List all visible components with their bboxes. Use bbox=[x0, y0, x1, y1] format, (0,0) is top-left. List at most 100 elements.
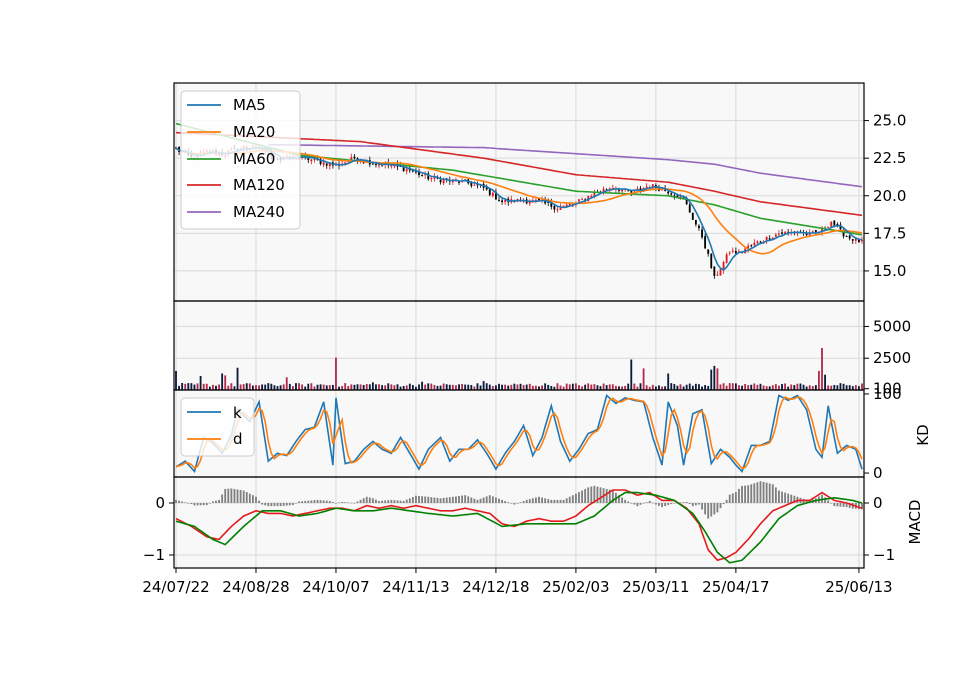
candle-body bbox=[756, 241, 759, 243]
volume-bar bbox=[390, 384, 393, 390]
macd-histogram-bar bbox=[682, 502, 685, 503]
volume-bar bbox=[433, 384, 436, 390]
candle-body bbox=[578, 199, 580, 202]
macd-histogram-bar bbox=[248, 493, 251, 503]
volume-bar bbox=[301, 384, 304, 390]
volume-bar bbox=[658, 385, 660, 390]
volume-bar bbox=[245, 383, 248, 390]
candle-body bbox=[522, 200, 525, 202]
candle-body bbox=[602, 188, 605, 193]
macd-histogram-bar bbox=[310, 500, 313, 503]
macd-left-ytick-label: −1 bbox=[143, 546, 165, 564]
macd-histogram-bar bbox=[298, 501, 300, 503]
candle-body bbox=[501, 200, 504, 203]
volume-bars bbox=[175, 348, 863, 390]
volume-bar bbox=[648, 386, 651, 390]
volume-bar bbox=[602, 383, 605, 390]
candle-body bbox=[848, 235, 851, 239]
macd-histogram-bar bbox=[722, 503, 725, 505]
candle-body bbox=[473, 184, 476, 186]
volume-bar bbox=[624, 385, 627, 390]
candle-body bbox=[725, 254, 728, 263]
volume-bar bbox=[559, 385, 562, 390]
macd-histogram-bar bbox=[747, 485, 750, 503]
volume-bar bbox=[719, 384, 722, 390]
volume-bar bbox=[258, 385, 260, 390]
candle-body bbox=[439, 180, 442, 183]
volume-bar bbox=[639, 383, 642, 390]
macd-histogram-bar bbox=[258, 500, 260, 503]
macd-histogram-bar bbox=[199, 503, 202, 506]
volume-bar bbox=[344, 383, 347, 390]
volume-bar bbox=[765, 386, 768, 390]
volume-bar bbox=[525, 384, 528, 390]
volume-bar bbox=[845, 385, 848, 390]
candle-body bbox=[851, 239, 854, 241]
macd-histogram-bar bbox=[833, 503, 836, 507]
macd-histogram-bar bbox=[698, 503, 700, 505]
candle-body bbox=[562, 205, 565, 207]
macd-histogram-bar bbox=[251, 495, 254, 503]
volume-bar bbox=[664, 386, 667, 390]
volume-bar bbox=[430, 383, 433, 390]
macd-histogram-bar bbox=[581, 490, 583, 503]
volume-bar bbox=[307, 383, 310, 390]
volume-bar bbox=[378, 384, 380, 390]
volume-bar bbox=[538, 386, 540, 390]
macd-histogram-bar bbox=[264, 503, 267, 506]
candle-body bbox=[642, 187, 645, 190]
volume-bar bbox=[458, 384, 460, 390]
price-ytick-label: 25.0 bbox=[873, 112, 906, 130]
macd-histogram-bar bbox=[673, 503, 676, 504]
macd-histogram-bar bbox=[842, 503, 845, 507]
macd-histogram-bar bbox=[479, 498, 482, 503]
macd-histogram-bar bbox=[396, 500, 399, 503]
macd-histogram-bar bbox=[768, 483, 771, 503]
volume-bar bbox=[393, 385, 396, 390]
macd-histogram-bar bbox=[784, 492, 787, 503]
volume-bar bbox=[593, 384, 596, 390]
volume-bar bbox=[291, 386, 294, 390]
macd-histogram-bar bbox=[362, 498, 365, 503]
volume-bar bbox=[682, 386, 685, 390]
macd-histogram-bar bbox=[464, 495, 467, 503]
macd-histogram-bar bbox=[858, 503, 860, 510]
macd-histogram-bar bbox=[738, 488, 740, 503]
volume-bar bbox=[574, 383, 577, 390]
volume-bar bbox=[350, 384, 353, 390]
kd-axis-label: KD bbox=[914, 424, 932, 445]
macd-histogram-bar bbox=[178, 500, 180, 503]
candle-body bbox=[405, 169, 408, 172]
volume-bar bbox=[181, 383, 184, 390]
macd-histogram-bar bbox=[415, 495, 417, 503]
candle-body bbox=[476, 184, 479, 186]
volume-bar bbox=[479, 385, 482, 390]
macd-histogram-bar bbox=[654, 503, 657, 505]
macd-histogram-bar bbox=[836, 503, 839, 507]
volume-bar bbox=[215, 385, 217, 390]
volume-bar bbox=[267, 383, 270, 390]
macd-histogram-bar bbox=[381, 500, 384, 503]
macd-histogram-bar bbox=[491, 496, 494, 503]
volume-bar bbox=[488, 384, 491, 390]
macd-histogram-bar bbox=[356, 501, 359, 503]
candle-body bbox=[550, 202, 553, 207]
macd-histogram-bar bbox=[288, 503, 291, 506]
macd-histogram-bar bbox=[205, 503, 208, 506]
volume-bar bbox=[233, 386, 236, 390]
macd-histogram-bar bbox=[608, 489, 611, 503]
macd-histogram-bar bbox=[233, 488, 236, 503]
macd-histogram-bar bbox=[273, 503, 276, 507]
volume-bar bbox=[261, 384, 264, 390]
volume-bar bbox=[590, 384, 593, 390]
candle-body bbox=[375, 164, 377, 166]
macd-histogram-bar bbox=[824, 497, 827, 503]
macd-histogram-bar bbox=[175, 499, 177, 503]
macd-histogram-bar bbox=[211, 501, 214, 503]
volume-bar bbox=[335, 357, 337, 390]
kd-ytick-label: 0 bbox=[873, 464, 883, 482]
macd-histogram-bar bbox=[719, 503, 722, 509]
volume-bar bbox=[861, 383, 863, 390]
macd-left-ytick-label: 0 bbox=[155, 494, 165, 512]
